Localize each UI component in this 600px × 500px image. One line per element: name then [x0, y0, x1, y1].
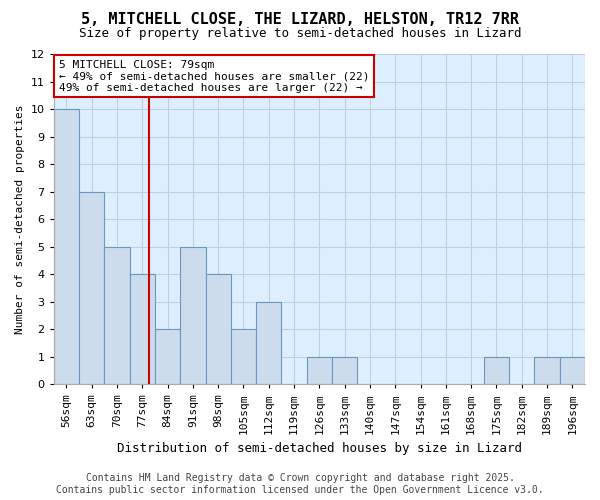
Bar — [79, 192, 104, 384]
Bar — [180, 246, 206, 384]
Bar — [231, 329, 256, 384]
Bar — [535, 356, 560, 384]
Bar — [332, 356, 358, 384]
Bar — [155, 329, 180, 384]
Bar — [307, 356, 332, 384]
Text: 5, MITCHELL CLOSE, THE LIZARD, HELSTON, TR12 7RR: 5, MITCHELL CLOSE, THE LIZARD, HELSTON, … — [81, 12, 519, 28]
X-axis label: Distribution of semi-detached houses by size in Lizard: Distribution of semi-detached houses by … — [117, 442, 522, 455]
Bar — [560, 356, 585, 384]
Bar — [130, 274, 155, 384]
Bar — [256, 302, 281, 384]
Text: Size of property relative to semi-detached houses in Lizard: Size of property relative to semi-detach… — [79, 28, 521, 40]
Bar — [54, 109, 79, 384]
Text: Contains HM Land Registry data © Crown copyright and database right 2025.
Contai: Contains HM Land Registry data © Crown c… — [56, 474, 544, 495]
Bar — [206, 274, 231, 384]
Y-axis label: Number of semi-detached properties: Number of semi-detached properties — [15, 104, 25, 334]
Bar — [104, 246, 130, 384]
Text: 5 MITCHELL CLOSE: 79sqm
← 49% of semi-detached houses are smaller (22)
49% of se: 5 MITCHELL CLOSE: 79sqm ← 49% of semi-de… — [59, 60, 369, 92]
Bar — [484, 356, 509, 384]
